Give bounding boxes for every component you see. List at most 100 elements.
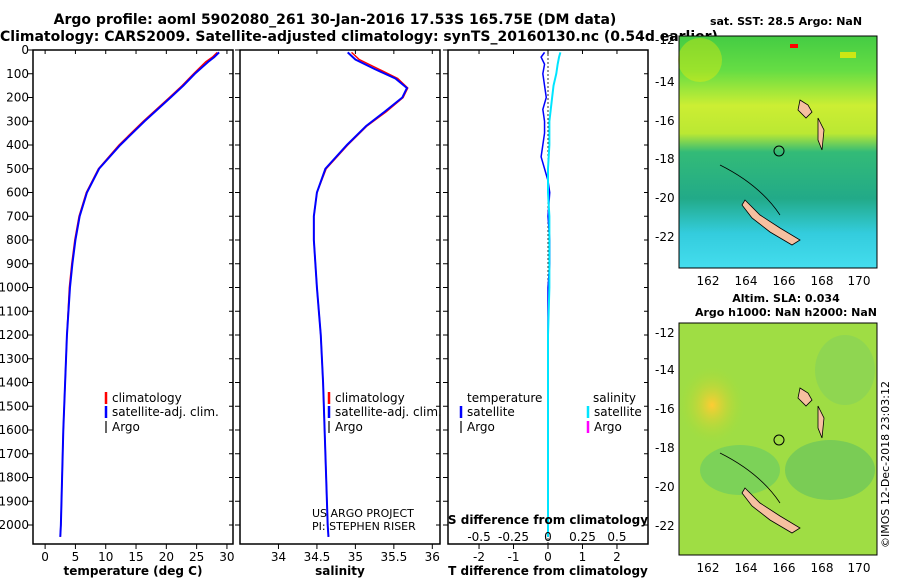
sla-ytick-14: -14 — [655, 363, 675, 377]
sst-ytick-16: -16 — [655, 114, 675, 128]
title-line-1: Argo profile: aoml 5902080_261 30-Jan-20… — [53, 12, 617, 28]
salinity-plot-frame — [239, 49, 441, 545]
credit-project: US ARGO PROJECT — [312, 507, 414, 520]
sla-ytick-12: -12 — [655, 326, 675, 340]
x-tick-label: 35.5 — [380, 550, 407, 564]
sla-map — [678, 322, 878, 556]
sla-xtick-170: 170 — [848, 561, 871, 575]
s-diff-tick-label: 0.5 — [607, 530, 626, 544]
vanuatu-island-chain — [817, 117, 825, 151]
depth-tick-label: 400 — [6, 138, 29, 152]
sla-positive-anomaly — [680, 367, 744, 443]
sst-map-title: sat. SST: 28.5 Argo: NaN — [709, 15, 863, 28]
depth-tick-label: 2000 — [0, 518, 29, 532]
depth-tick-label: 1600 — [0, 423, 29, 437]
sst-ytick-18: -18 — [655, 152, 675, 166]
diff-legend-temperature-heading: temperature — [467, 391, 542, 405]
sla-xtick-166: 166 — [773, 561, 796, 575]
depth-tick-label: 1000 — [0, 281, 29, 295]
sst-map — [678, 35, 878, 269]
sst-map-hot-pixel — [790, 44, 798, 48]
sla-negative-anomaly-east — [785, 440, 875, 500]
sal-legend-climatology-label: climatology — [335, 391, 405, 405]
temperature-satellite-line — [59, 51, 220, 537]
salinity-axis-label: salinity — [315, 564, 365, 578]
diff-legend-t-satellite-label: satellite — [467, 405, 515, 419]
depth-tick-label: 500 — [6, 162, 29, 176]
sla-ytick-20: -20 — [655, 480, 675, 494]
x-tick-label: 10 — [98, 550, 113, 564]
sla-xtick-168: 168 — [811, 561, 834, 575]
depth-tick-label: 1500 — [0, 399, 29, 413]
s-diff-tick-label: -0.5 — [467, 530, 490, 544]
depth-tick-label: 100 — [6, 67, 29, 81]
sla-vanuatu-island — [797, 387, 813, 407]
diff-legend-s-satellite-label: satellite — [594, 405, 642, 419]
sla-ytick-18: -18 — [655, 441, 675, 455]
sst-ytick-14: -14 — [655, 75, 675, 89]
sla-reef-contour — [719, 452, 781, 504]
t-difference-axis-label: T difference from climatology — [448, 564, 648, 578]
sst-xtick-170: 170 — [848, 274, 871, 288]
depth-tick-label: 800 — [6, 233, 29, 247]
legend-satellite-label: satellite-adj. clim. — [112, 405, 219, 419]
argo-position-marker — [773, 145, 785, 157]
x-tick-label: 2 — [613, 550, 621, 564]
imos-watermark: ©IMOS 12-Dec-2018 23:03:12 — [879, 381, 892, 548]
depth-tick-label: 1700 — [0, 447, 29, 461]
salinity-climatology-line — [313, 51, 409, 537]
salinity-satellite-line — [312, 51, 409, 537]
x-tick-label: 36 — [425, 550, 440, 564]
x-tick-label: -2 — [473, 550, 485, 564]
sst-ytick-22: -22 — [655, 230, 675, 244]
depth-tick-label: 1800 — [0, 471, 29, 485]
sst-ytick-20: -20 — [655, 191, 675, 205]
sla-negative-anomaly-north — [815, 335, 875, 405]
x-tick-label: 25 — [189, 550, 204, 564]
sla-map-title-line-1: Altim. SLA: 0.034 — [732, 292, 840, 305]
x-tick-label: 15 — [128, 550, 143, 564]
temperature-plot-frame — [32, 49, 234, 545]
reef-contour — [719, 164, 781, 216]
sst-xtick-166: 166 — [773, 274, 796, 288]
depth-tick-label: 0 — [21, 43, 29, 57]
x-tick-label: 0 — [544, 550, 552, 564]
s-difference-axis-label: S difference from climatology — [448, 513, 648, 527]
temperature-climatology-line — [59, 51, 218, 537]
sla-xtick-164: 164 — [735, 561, 758, 575]
depth-tick-label: 1300 — [0, 352, 29, 366]
x-tick-label: -1 — [508, 550, 520, 564]
sst-xtick-168: 168 — [811, 274, 834, 288]
sst-ytick-12: -12 — [655, 33, 675, 47]
x-tick-label: 1 — [579, 550, 587, 564]
sal-legend-argo-label: Argo — [335, 420, 363, 434]
diff-legend-t-argo-label: Argo — [467, 420, 495, 434]
s-diff-tick-label: 0 — [544, 530, 552, 544]
x-tick-label: 20 — [159, 550, 174, 564]
sst-map-warm-pixels — [840, 52, 856, 58]
x-tick-label: 34.5 — [304, 550, 331, 564]
sst-map-frame — [678, 35, 878, 269]
sst-xtick-164: 164 — [735, 274, 758, 288]
sla-vanuatu-island-chain — [817, 405, 825, 439]
depth-tick-label: 200 — [6, 91, 29, 105]
x-tick-label: 35 — [348, 550, 363, 564]
s-diff-tick-label: 0.25 — [569, 530, 596, 544]
legend-argo-label: Argo — [112, 420, 140, 434]
depth-tick-label: 1400 — [0, 376, 29, 390]
sst-xtick-162: 162 — [697, 274, 720, 288]
title-line-2: Climatology: CARS2009. Satellite-adjuste… — [0, 29, 718, 45]
depth-tick-label: 300 — [6, 114, 29, 128]
salinity-difference-line — [547, 52, 562, 537]
sal-legend-satellite-label: satellite-adj. clim. — [335, 405, 442, 419]
diff-legend-s-argo-label: Argo — [594, 420, 622, 434]
legend-climatology-label: climatology — [112, 391, 182, 405]
sla-map-frame — [678, 322, 878, 556]
sla-ytick-22: -22 — [655, 519, 675, 533]
sla-map-title-line-2: Argo h1000: NaN h2000: NaN — [694, 306, 878, 319]
depth-tick-label: 900 — [6, 257, 29, 271]
x-tick-label: 5 — [72, 550, 80, 564]
sla-ytick-16: -16 — [655, 402, 675, 416]
depth-tick-label: 700 — [6, 209, 29, 223]
